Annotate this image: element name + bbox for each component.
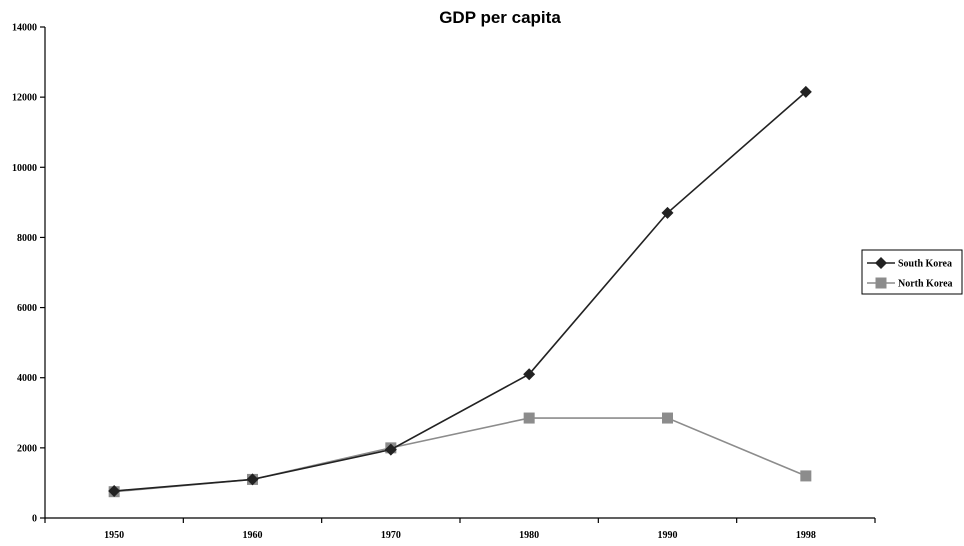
y-tick-label: 14000 — [12, 23, 37, 34]
series-line — [114, 91, 807, 492]
legend-item: North Korea — [867, 277, 953, 290]
data-point — [523, 412, 535, 424]
series-line — [114, 417, 807, 493]
x-tick-label: 1960 — [243, 530, 263, 541]
legend: South Korea North Korea — [861, 249, 963, 295]
legend-item: South Korea — [867, 257, 952, 270]
x-tick-label: 1980 — [519, 530, 539, 541]
data-point — [800, 470, 812, 482]
data-point — [799, 85, 812, 98]
legend-marker — [875, 257, 887, 269]
y-tick-label: 4000 — [17, 373, 37, 384]
data-point — [246, 473, 259, 486]
legend-label: North Korea — [898, 279, 953, 290]
x-tick-label: 1990 — [658, 530, 678, 541]
legend-marker — [875, 277, 887, 289]
series-north-korea — [108, 412, 812, 498]
x-tick-label: 1998 — [796, 530, 816, 541]
data-point — [108, 484, 121, 497]
y-tick-label: 6000 — [17, 303, 37, 314]
data-point — [661, 206, 674, 219]
x-tick-label: 1950 — [104, 530, 124, 541]
y-tick-label: 12000 — [12, 93, 37, 104]
chart-title: GDP per capita — [439, 8, 561, 27]
y-tick-label: 8000 — [17, 233, 37, 244]
series-south-korea — [108, 85, 812, 497]
data-point — [662, 412, 673, 424]
axes: 0 2000 4000 6000 8000 10000 12000 14000 1950 1960… — [12, 23, 876, 541]
legend-label: South Korea — [898, 259, 952, 270]
y-tick-label: 10000 — [12, 163, 37, 174]
x-tick-label: 1970 — [381, 530, 401, 541]
y-tick-label: 2000 — [17, 443, 37, 454]
data-point — [523, 368, 536, 381]
series-layer — [108, 85, 812, 498]
data-point — [384, 443, 397, 456]
y-tick-label: 0 — [32, 514, 37, 525]
